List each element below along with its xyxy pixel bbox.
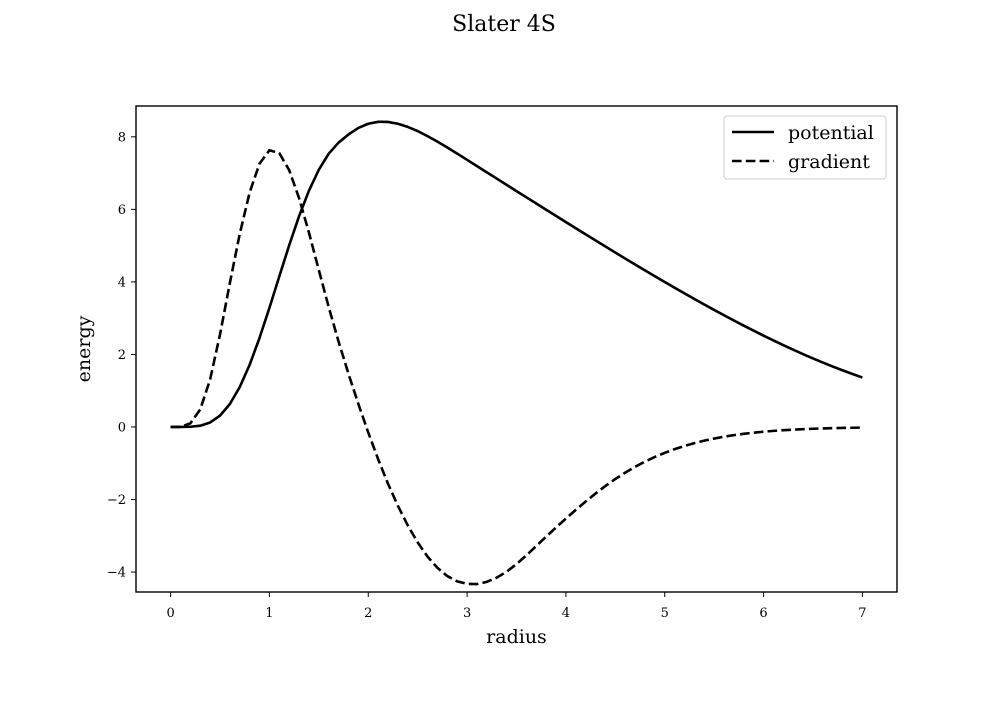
series-line-potential	[170, 120, 863, 429]
y-tick-label: −4	[107, 566, 126, 581]
y-tick-label: 2	[118, 348, 126, 363]
x-tick-label: 2	[364, 606, 372, 621]
series-layer	[170, 120, 863, 586]
x-tick-label: 1	[265, 606, 273, 621]
y-axis-ticks: −4 −2 0 2 4 6 8	[107, 130, 136, 581]
legend: potential gradient	[723, 115, 887, 180]
axes-frame	[135, 105, 898, 593]
plot-area	[135, 105, 898, 593]
series-line-gradient	[170, 148, 863, 586]
y-tick-label: 8	[118, 130, 126, 145]
y-axis-label: energy	[73, 315, 95, 382]
x-tick-label: 4	[562, 606, 570, 621]
y-tick-label: 0	[118, 420, 126, 435]
y-tick-label: −2	[107, 493, 126, 508]
x-tick-label: 6	[759, 606, 767, 621]
legend-label-gradient: gradient	[788, 151, 870, 173]
x-tick-label: 5	[661, 606, 669, 621]
y-tick-label: 4	[118, 275, 126, 290]
y-tick-label: 6	[118, 203, 126, 218]
x-tick-label: 3	[463, 606, 471, 621]
x-axis-label: radius	[486, 626, 547, 648]
x-axis-ticks: 0 1 2 3 4 5 6 7	[166, 592, 867, 621]
x-tick-label: 7	[858, 606, 866, 621]
legend-label-potential: potential	[788, 122, 874, 144]
x-tick-label: 0	[166, 606, 174, 621]
chart-title: Slater 4S	[452, 12, 556, 37]
